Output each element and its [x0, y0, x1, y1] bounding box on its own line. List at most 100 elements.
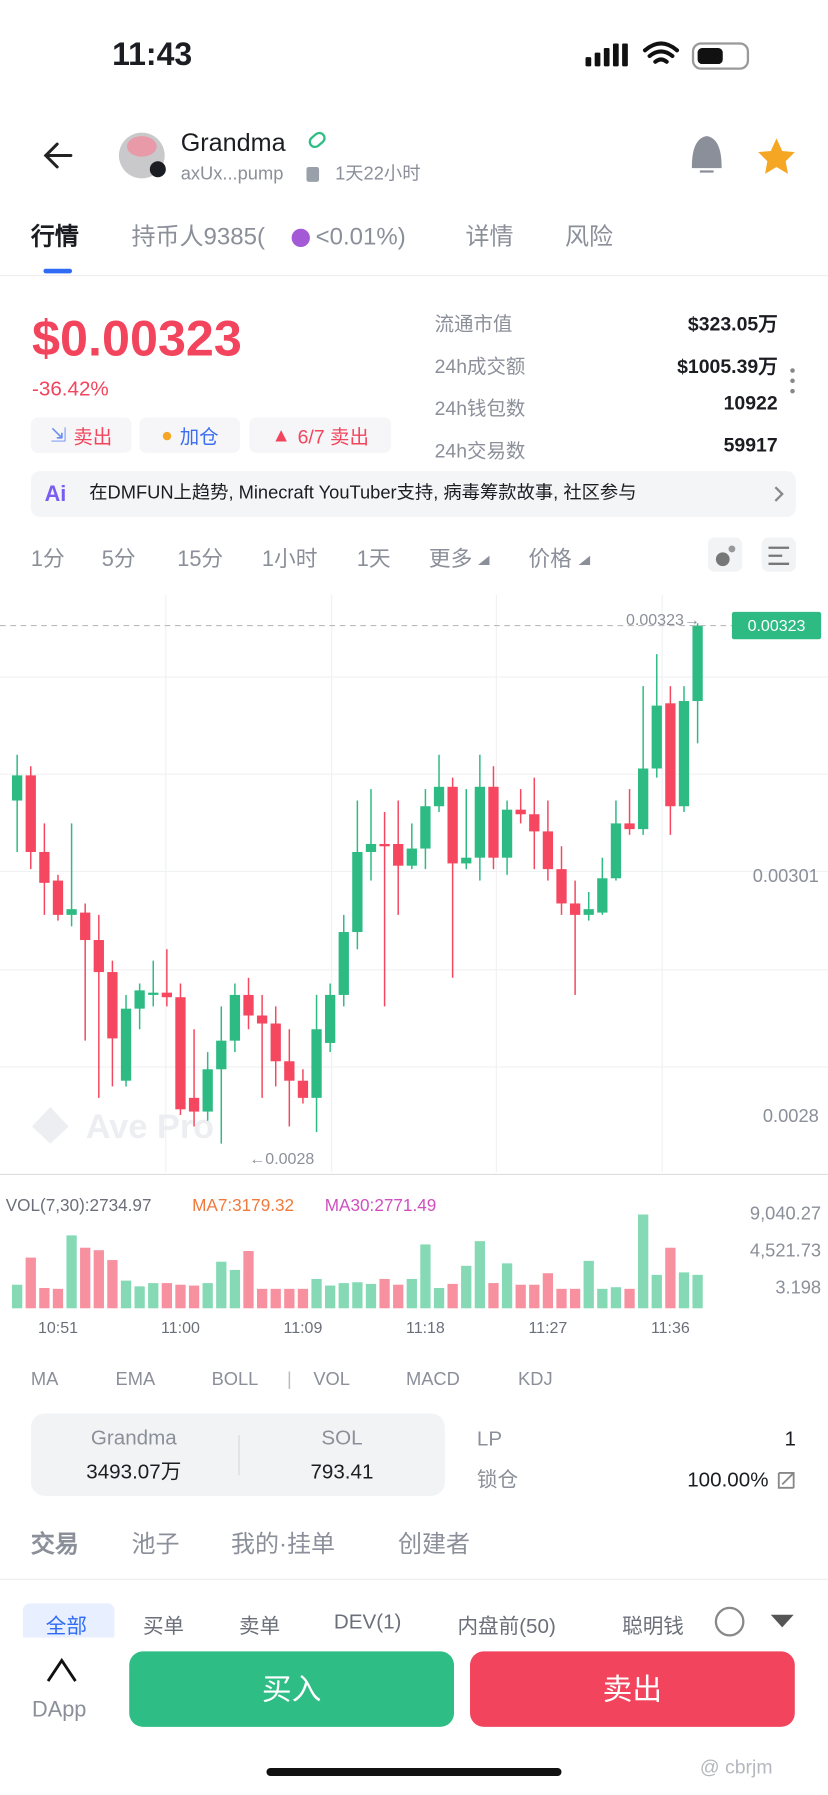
buy-button[interactable] — [129, 1651, 455, 1727]
ai-summary[interactable]: 在DMFUN上趋势, Minecraft YouTuber支持, 病毒筹款故事,… — [89, 483, 637, 504]
copy-icon[interactable] — [306, 166, 320, 182]
candle-body — [651, 705, 662, 769]
sell-label[interactable]: 卖出 — [602, 1671, 663, 1707]
interval[interactable]: 5分 — [101, 547, 136, 572]
volume-bar — [638, 1214, 649, 1309]
tab[interactable]: 风险 — [564, 224, 613, 251]
volume-legend: VOL(7,30):2734.97 — [6, 1195, 152, 1215]
action-chip[interactable]: ● 加仓 — [139, 417, 241, 453]
candle-body — [365, 843, 377, 852]
volume-bar — [297, 1288, 309, 1309]
ma30-legend: MA30:2771.49 — [325, 1195, 436, 1215]
section-tab[interactable]: 我的·挂单 — [231, 1531, 336, 1558]
volume-bar — [216, 1261, 227, 1309]
tab[interactable]: <0.01%) — [315, 224, 406, 251]
candle-body — [610, 823, 622, 879]
interval[interactable]: 1分 — [30, 547, 65, 572]
volume-bar — [501, 1263, 513, 1309]
candle-body — [80, 912, 91, 941]
interval[interactable]: 更多 — [428, 547, 473, 572]
back-arrow[interactable] — [43, 142, 73, 169]
volume-bar — [256, 1288, 268, 1309]
pill-icon — [308, 131, 326, 149]
interval[interactable]: 1小时 — [261, 547, 318, 572]
volume-bar — [624, 1288, 635, 1309]
volume-tick-label: 4,521.73 — [750, 1239, 821, 1260]
filter[interactable]: 买单 — [142, 1614, 185, 1638]
indicator-tab[interactable]: KDJ — [518, 1370, 553, 1390]
y-tick-label: 0.00301 — [753, 865, 819, 886]
section-tab[interactable]: 池子 — [131, 1531, 180, 1558]
candle-body — [243, 994, 254, 1016]
liquidity-box — [30, 1413, 445, 1496]
filter[interactable]: DEV(1) — [333, 1610, 402, 1634]
indicator-tab[interactable]: MA — [30, 1370, 59, 1390]
candle-body — [569, 903, 581, 915]
volume-bar — [120, 1280, 132, 1309]
active-filter[interactable] — [22, 1603, 115, 1643]
candle-body — [692, 625, 703, 702]
tab[interactable]: 详情 — [465, 224, 514, 251]
candle-body — [556, 869, 567, 904]
action-label: 卖出 — [73, 426, 113, 449]
candle-body — [379, 843, 390, 847]
x-tick-label: 11:18 — [406, 1320, 445, 1337]
tab[interactable]: 持币人9385( — [131, 224, 265, 251]
indicator-tab[interactable]: BOLL — [211, 1370, 259, 1390]
volume-bar — [161, 1283, 172, 1309]
candle-body — [107, 972, 118, 1039]
filter[interactable]: 聪明钱 — [622, 1614, 684, 1638]
candle-body — [12, 775, 23, 801]
sell-button[interactable] — [470, 1651, 795, 1727]
ai-box[interactable] — [30, 471, 796, 517]
candle-body — [39, 851, 50, 883]
candle-body — [270, 1023, 281, 1062]
candle-body — [474, 786, 486, 858]
filter[interactable]: 全部 — [45, 1614, 87, 1638]
indicator-tab[interactable]: MACD — [405, 1370, 460, 1390]
token-address[interactable]: axUx...pump — [180, 164, 284, 185]
volume-bar — [188, 1285, 200, 1309]
dapp-label[interactable]: DApp — [32, 1698, 87, 1723]
stat-value: 10922 — [723, 392, 778, 414]
filter[interactable]: 内盘前(50) — [457, 1614, 556, 1638]
star-icon[interactable] — [758, 138, 795, 174]
tab[interactable]: 行情 — [30, 224, 79, 251]
indicator-tab[interactable]: VOL — [313, 1370, 350, 1390]
volume-bar — [678, 1272, 690, 1309]
ai-icon: Ai — [45, 481, 67, 506]
stat-label: 24h交易数 — [434, 440, 526, 463]
indicator-tab[interactable]: EMA — [115, 1370, 156, 1390]
volume-bar — [93, 1250, 104, 1309]
external-icon[interactable] — [777, 1472, 795, 1489]
interval[interactable]: 15分 — [177, 547, 224, 572]
action-chip[interactable]: ▲ 6/7 卖出 — [249, 417, 392, 453]
token-age: 1天22小时 — [335, 164, 421, 185]
section-tab[interactable]: 创建者 — [397, 1531, 471, 1558]
filter[interactable]: 卖单 — [239, 1614, 281, 1638]
buy-label[interactable]: 买入 — [261, 1671, 322, 1707]
candle-body — [583, 909, 594, 915]
volume-bar — [583, 1260, 594, 1309]
action-chip[interactable]: ⇲ 卖出 — [30, 417, 132, 453]
candle-body — [338, 932, 349, 995]
volume-bar — [229, 1269, 241, 1309]
low-annotation: ←0.0028 — [249, 1151, 314, 1168]
candle-body — [148, 992, 159, 995]
candle-body — [488, 786, 499, 858]
volume-bar — [597, 1288, 608, 1309]
candle-body — [229, 994, 241, 1041]
volume-bar — [338, 1283, 349, 1309]
candle-body — [501, 809, 513, 858]
section-tab[interactable]: 交易 — [30, 1531, 79, 1558]
interval[interactable]: 价格 — [528, 547, 572, 572]
battery-icon — [691, 42, 750, 70]
volume-bar — [542, 1273, 554, 1309]
candle-body — [529, 814, 540, 832]
bell-icon[interactable] — [691, 136, 722, 173]
candle-body — [325, 994, 336, 1043]
interval[interactable]: 1天 — [356, 547, 391, 572]
candle-body — [311, 1029, 322, 1098]
tab-underline — [43, 268, 73, 274]
candle-body — [542, 831, 554, 870]
